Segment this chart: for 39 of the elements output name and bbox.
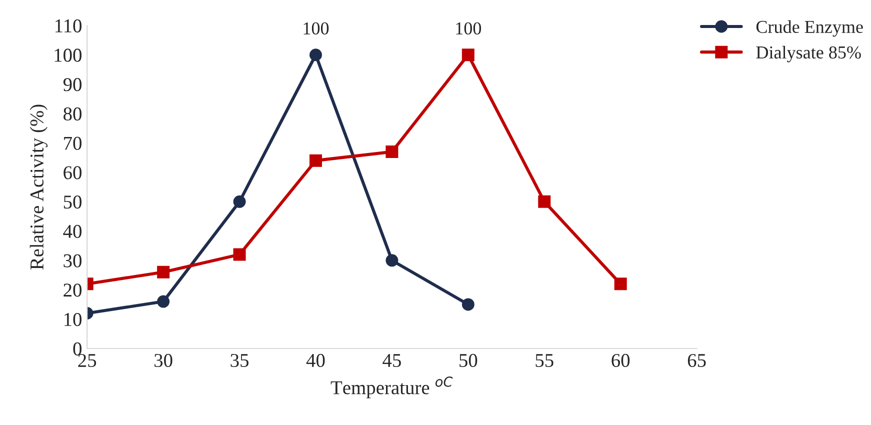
x-tick-label: 60 <box>612 354 630 368</box>
x-tick-label: 45 <box>382 354 401 368</box>
legend-label: Dialysate 85% <box>756 46 861 62</box>
point <box>462 48 474 62</box>
y-tick-label: 100 <box>54 48 82 62</box>
x-axis-title: Temperature $^{oC}$ <box>330 376 453 398</box>
x-tick-label: 35 <box>230 354 248 368</box>
y-tick-label: 50 <box>64 196 82 209</box>
point <box>614 278 627 290</box>
x-tick-label: 55 <box>536 354 554 368</box>
point <box>233 195 246 208</box>
point <box>386 146 398 158</box>
point <box>157 295 170 308</box>
y-tick-label: 20 <box>64 284 82 297</box>
point <box>309 48 322 62</box>
data-label: 100 <box>304 22 329 35</box>
y-tick-label: 60 <box>64 166 82 180</box>
y-tick-label: 40 <box>63 224 82 238</box>
data-label: 100 <box>456 22 482 35</box>
x-tick-label: 65 <box>688 354 706 368</box>
y-axis-title: Relative Activity (%) <box>30 104 48 270</box>
legend-label: Crude Enzyme <box>756 20 863 37</box>
x-tick-label: 25 <box>78 354 96 368</box>
y-tick-label: 110 <box>56 19 82 32</box>
point <box>309 154 322 167</box>
point <box>386 254 398 267</box>
x-tick-label: 30 <box>154 354 172 368</box>
point <box>233 248 246 261</box>
x-tick-label: 50 <box>460 354 478 368</box>
y-tick-label: 80 <box>64 107 82 121</box>
y-tick-label: 90 <box>63 78 82 92</box>
y-tick-label: 70 <box>64 136 82 150</box>
point <box>157 266 170 278</box>
y-tick-label: 30 <box>64 254 82 268</box>
point <box>462 298 474 311</box>
x-tick-label: 40 <box>306 354 325 368</box>
y-tick-label: 0 <box>73 342 82 356</box>
point <box>538 195 551 208</box>
y-tick-label: 10 <box>64 312 82 326</box>
